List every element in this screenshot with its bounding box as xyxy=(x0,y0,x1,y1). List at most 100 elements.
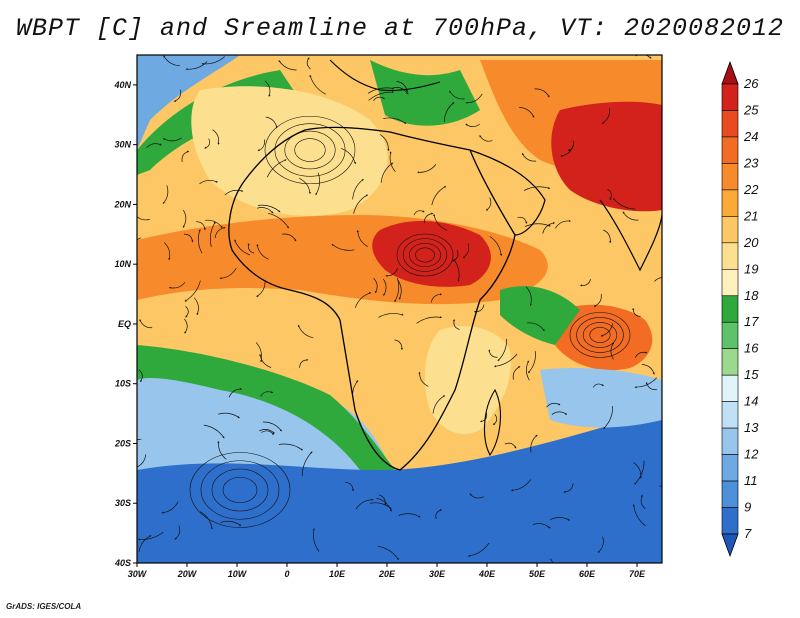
lat-label: 30N xyxy=(114,140,131,150)
streamline xyxy=(247,243,255,254)
colorbar-label: 25 xyxy=(743,102,759,117)
streamline xyxy=(593,294,602,307)
streamline xyxy=(368,90,395,101)
streamline-gyre xyxy=(415,247,435,263)
streamline-gyre xyxy=(402,238,448,272)
streamline xyxy=(526,286,532,307)
streamline xyxy=(146,143,162,149)
streamline xyxy=(299,358,309,368)
streamline xyxy=(433,213,448,231)
streamline xyxy=(534,88,550,98)
lon-label: 10W xyxy=(228,569,248,579)
streamline xyxy=(469,493,484,499)
streamline-gyre xyxy=(294,138,326,162)
streamline xyxy=(173,89,182,102)
wbpt-field xyxy=(137,55,662,563)
colorbar-segment xyxy=(721,268,739,297)
colorbar-label: 19 xyxy=(744,261,758,276)
streamline xyxy=(219,267,237,280)
europe-coastline xyxy=(329,59,441,92)
streamline xyxy=(257,139,265,151)
streamline xyxy=(379,134,390,152)
streamline xyxy=(184,318,188,334)
colorbar-segment xyxy=(721,110,739,138)
streamline xyxy=(299,177,311,195)
lon-label: 0 xyxy=(284,569,289,579)
streamline xyxy=(634,460,645,485)
streamline xyxy=(453,258,460,282)
streamline xyxy=(465,123,480,128)
streamline xyxy=(234,239,251,256)
streamline xyxy=(521,152,537,162)
streamline xyxy=(462,243,470,259)
streamline xyxy=(139,319,153,329)
streamline xyxy=(530,434,538,453)
colorbar: 26 25 24 23 22 21 20 19 18 17 16 15 14 13 12 11 9 7 xyxy=(721,60,759,558)
colorbar-segment xyxy=(721,136,739,164)
madagascar-coastline xyxy=(483,388,501,457)
streamline xyxy=(640,494,646,510)
colorbar-segment xyxy=(721,189,739,217)
streamline xyxy=(137,237,141,240)
streamline xyxy=(528,351,536,374)
lon-label: 40E xyxy=(478,569,496,579)
streamline xyxy=(210,221,216,247)
streamline xyxy=(137,454,147,468)
streamline xyxy=(612,198,636,210)
streamline xyxy=(205,219,223,229)
streamline xyxy=(607,189,612,201)
lat-label: 20N xyxy=(113,199,131,209)
colorbar-top-triangle xyxy=(721,60,739,85)
streamline xyxy=(449,90,465,100)
streamline xyxy=(393,87,409,95)
streamline xyxy=(645,381,658,391)
lon-label: 60E xyxy=(579,569,596,579)
colorbar-label: 14 xyxy=(744,394,758,409)
colorbar-label: 22 xyxy=(743,182,759,197)
colorbar-label: 26 xyxy=(743,76,759,91)
streamline xyxy=(394,277,400,303)
lon-label: 20E xyxy=(378,569,396,579)
streamline xyxy=(168,282,186,289)
lat-label: 40S xyxy=(114,558,131,568)
longitude-axis: 30W 20W 10W 0 10E 20E 30E 40E 50E 60E 70E xyxy=(128,563,646,579)
lon-label: 20W xyxy=(177,569,198,579)
streamline xyxy=(467,542,490,557)
streamline xyxy=(634,351,648,358)
streamline xyxy=(356,229,368,247)
streamline xyxy=(413,210,425,216)
streamline xyxy=(306,57,311,70)
streamline xyxy=(259,353,272,368)
colorbar-label: 15 xyxy=(744,367,759,382)
lon-label: 10E xyxy=(329,569,346,579)
streamline xyxy=(389,151,396,173)
streamline xyxy=(218,412,240,419)
streamline xyxy=(430,293,443,303)
region-south-atlantic-cool xyxy=(540,368,662,428)
colorbar-label: 17 xyxy=(744,314,759,329)
streamline xyxy=(184,280,201,302)
streamline xyxy=(546,402,561,408)
streamline xyxy=(654,277,662,282)
streamlines xyxy=(137,55,662,563)
map-frame xyxy=(136,54,663,564)
streamline xyxy=(137,438,142,440)
streamline xyxy=(479,412,488,423)
streamline xyxy=(256,243,269,260)
streamline xyxy=(542,222,556,234)
lon-label: 30E xyxy=(429,569,446,579)
streamline xyxy=(563,483,574,493)
streamline xyxy=(137,531,164,541)
streamline xyxy=(560,145,574,157)
streamline xyxy=(194,297,199,316)
colorbar-segment xyxy=(721,242,739,270)
streamline-gyre xyxy=(264,115,356,185)
streamline xyxy=(212,129,220,145)
streamline xyxy=(174,525,181,540)
streamline xyxy=(224,189,244,196)
streamline xyxy=(622,211,639,221)
streamline xyxy=(198,229,203,254)
streamline xyxy=(397,279,402,300)
colorbar-label: 7 xyxy=(744,526,752,541)
streamline xyxy=(217,440,227,460)
